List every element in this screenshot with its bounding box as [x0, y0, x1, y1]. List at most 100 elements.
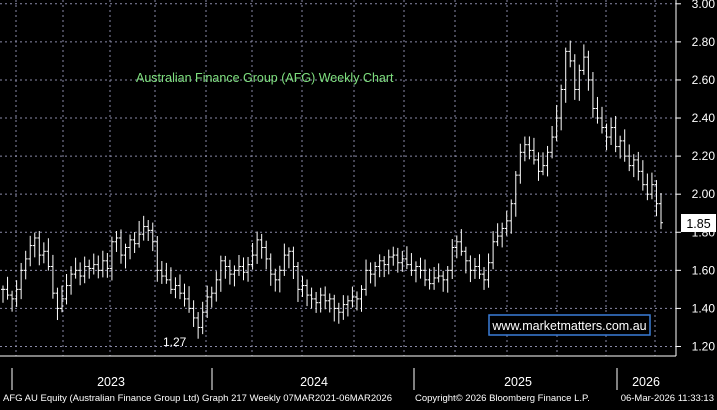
ohlc-bar	[482, 267, 487, 290]
watermark-text: www.marketmatters.com.au	[491, 319, 646, 333]
ohlc-bar	[377, 254, 382, 278]
footer: AFG AU Equity (Australian Finance Group …	[0, 391, 717, 405]
ohlc-bar	[173, 277, 178, 299]
ohlc-bar	[182, 283, 187, 307]
y-tick-label: 2.40	[692, 111, 716, 125]
ohlc-bar	[305, 279, 310, 307]
ohlc-bar	[150, 222, 155, 252]
ohlc-bar	[359, 285, 364, 312]
ohlc-bar	[55, 287, 60, 321]
footer-left: AFG AU Equity (Australian Finance Group …	[3, 393, 392, 404]
y-tick-label: 1.40	[692, 301, 716, 315]
last-price-tag: 1.85	[681, 214, 716, 232]
ohlc-bar	[14, 280, 19, 307]
y-tick-label: 2.20	[692, 149, 716, 163]
ohlc-bar	[128, 234, 133, 260]
ohlc-bar	[613, 115, 618, 153]
ohlc-bar	[341, 295, 346, 320]
ohlc-bar	[246, 256, 251, 282]
ohlc-bar	[413, 261, 418, 283]
ohlc-bar	[645, 173, 650, 201]
ohlc-bar	[486, 253, 491, 288]
ohlc-bar	[209, 286, 214, 308]
ohlc-bar	[559, 84, 564, 131]
ohlc-bar	[177, 274, 182, 300]
ohlc-bar	[600, 106, 605, 134]
ohlc-bar	[37, 231, 42, 266]
ohlc-bar	[495, 223, 500, 247]
x-tick-label: 2025	[504, 375, 532, 389]
ohlc-bar	[609, 118, 614, 145]
ohlc-bar	[241, 257, 246, 281]
ohlc-bar	[618, 135, 623, 159]
ohlc-bar	[141, 215, 146, 241]
ohlc-bar	[82, 256, 87, 284]
ohlc-bar	[427, 268, 432, 290]
y-tick-label: 3.00	[692, 0, 716, 11]
ohlc-bar	[445, 265, 450, 293]
ohlc-bar	[577, 64, 582, 101]
ohlc-bar	[109, 236, 114, 281]
ohlc-bar	[218, 255, 223, 292]
ohlc-bar	[28, 235, 33, 267]
ohlc-bar	[345, 295, 350, 317]
ohlc-bar	[187, 286, 192, 313]
ohlc-bar	[391, 246, 396, 266]
ohlc-bar	[10, 290, 15, 312]
ohlc-bar	[527, 136, 532, 160]
ohlc-bar	[450, 239, 455, 279]
ohlc-bar	[622, 129, 627, 162]
ohlc-bar	[191, 300, 196, 327]
ohlc-bar	[332, 294, 337, 322]
ohlc-bar	[114, 231, 119, 252]
ohlc-bar	[159, 261, 164, 284]
ohlc-bar	[300, 276, 305, 298]
y-tick-label: 1.20	[692, 339, 716, 353]
ohlc-bar	[132, 232, 137, 254]
ohlc-bar	[59, 285, 64, 313]
ohlc-bar	[295, 261, 300, 302]
ohlc-bar	[5, 276, 10, 300]
ohlc-bar	[236, 254, 241, 276]
ohlc-bar	[336, 302, 341, 324]
ohlc-bar	[590, 72, 595, 118]
ohlc-bar	[123, 243, 128, 269]
ohlc-bar	[468, 255, 473, 283]
ohlc-bar	[386, 249, 391, 275]
ohlc-bar	[264, 240, 269, 270]
ohlc-bar	[23, 250, 28, 280]
watermark-box	[488, 314, 651, 336]
ohlc-bar	[477, 254, 482, 279]
footer-right: 06-Mar-2026 11:33:13	[621, 393, 714, 404]
ohlc-bar	[46, 238, 51, 271]
ohlc-bar	[155, 236, 160, 282]
ohlc-bar	[250, 242, 255, 270]
ohlc-bar	[50, 254, 55, 299]
ohlc-bar	[259, 233, 264, 259]
ohlc-bar	[223, 255, 228, 279]
ohlc-bar	[105, 253, 110, 278]
x-tick-label: 2024	[300, 375, 328, 389]
ohlc-bar	[318, 287, 323, 313]
ohlc-bar	[137, 220, 142, 248]
ohlc-bar	[504, 210, 509, 236]
footer-center: Copyright© 2026 Bloomberg Finance L.P.	[415, 393, 590, 404]
ohlc-bar	[168, 267, 173, 294]
watermark: www.marketmatters.com.au	[488, 314, 651, 336]
ohlc-bar	[350, 286, 355, 308]
ohlc-bar	[518, 143, 523, 184]
price-bars	[1, 40, 663, 339]
ohlc-bar	[541, 152, 546, 176]
ohlc-bar	[32, 232, 37, 258]
y-tick-label: 2.00	[692, 187, 716, 201]
ohlc-bar	[581, 44, 586, 75]
ohlc-bar	[554, 104, 559, 142]
ohlc-bar	[572, 54, 577, 100]
ohlc-bar	[395, 247, 400, 273]
ohlc-bar	[100, 250, 105, 278]
ohlc-bar	[255, 231, 260, 264]
ohlc-bar	[164, 262, 169, 284]
ohlc-bar	[513, 171, 518, 217]
